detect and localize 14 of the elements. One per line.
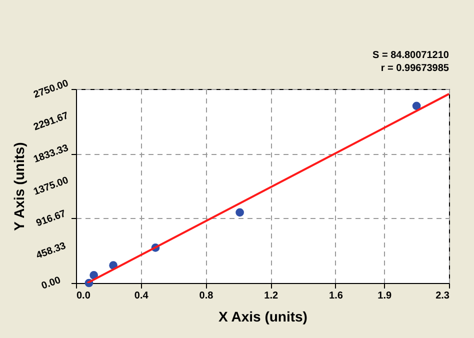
x-tick-label: 1.9 <box>378 290 392 302</box>
x-axis-title: X Axis (units) <box>218 308 308 324</box>
y-tick-label: 0.00 <box>40 274 63 292</box>
x-tick-label: 0.0 <box>76 290 91 302</box>
x-tick-label: 0.8 <box>199 290 214 302</box>
text: S = 84.80071210 <box>372 50 450 61</box>
x-tick-label: 0.4 <box>134 290 149 302</box>
y-tick-label: 458.33 <box>34 240 68 262</box>
text: r = 0.99673985 <box>380 63 450 74</box>
x-tick-label: 1.6 <box>329 290 344 302</box>
y-axis-title: Y Axis (units) <box>11 142 27 231</box>
y-tick-label: 916.67 <box>34 208 68 230</box>
x-tick-label: 2.3 <box>436 290 450 302</box>
x-tick-label: 1.2 <box>264 290 278 302</box>
